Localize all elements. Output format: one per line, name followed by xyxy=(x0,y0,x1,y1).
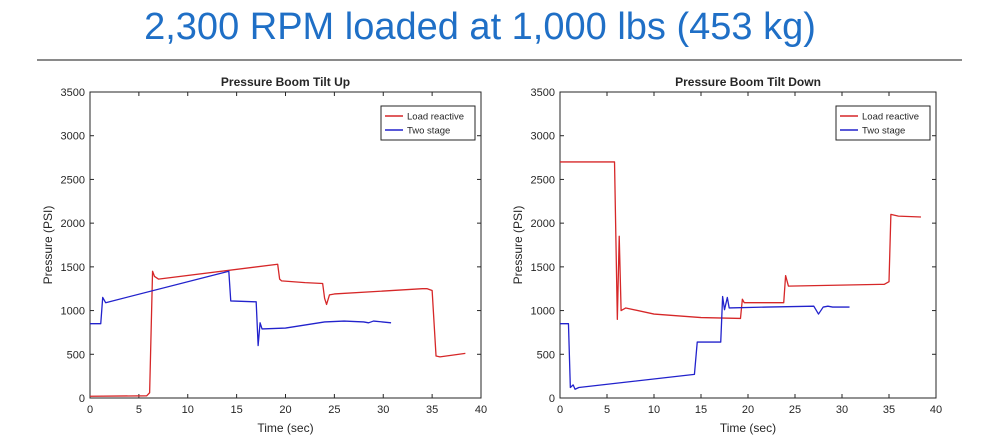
legend-box xyxy=(835,105,931,141)
y-tick-label: 3500 xyxy=(531,87,555,99)
x-axis-label: Time (sec) xyxy=(720,421,776,435)
y-tick-label: 3000 xyxy=(61,131,85,143)
series-line-load-reactive xyxy=(90,263,466,397)
y-tick-label: 1500 xyxy=(531,262,555,274)
x-tick-label: 10 xyxy=(648,404,660,416)
x-tick-label: 25 xyxy=(328,404,340,416)
y-tick-label: 0 xyxy=(79,393,85,405)
x-axis-label: Time (sec) xyxy=(257,421,313,435)
y-tick-label: 0 xyxy=(549,393,555,405)
x-tick-label: 40 xyxy=(475,404,487,416)
y-tick-label: 2500 xyxy=(531,174,555,186)
headline-divider xyxy=(37,59,962,61)
x-tick-label: 5 xyxy=(136,404,142,416)
x-tick-label: 30 xyxy=(377,404,389,416)
chart-title: Pressure Boom Tilt Down xyxy=(675,75,821,89)
legend-box xyxy=(380,105,476,141)
y-tick-label: 1000 xyxy=(531,306,555,318)
x-tick-label: 30 xyxy=(836,404,848,416)
legend-label: Two stage xyxy=(862,126,905,137)
x-tick-label: 20 xyxy=(279,404,291,416)
chart-2: 0 5 10 15 20 25 30 35 40 0 500 1000 1500 2000 2500 3000… xyxy=(511,75,942,435)
y-tick-label: 1500 xyxy=(61,262,85,274)
legend: Load reactive Two stage xyxy=(835,105,931,141)
series-line-load-reactive xyxy=(560,161,921,320)
series-line-two-stage xyxy=(90,270,392,347)
x-tick-label: 35 xyxy=(426,404,438,416)
series-line-two-stage xyxy=(560,295,850,390)
y-axis-label: Pressure (PSI) xyxy=(511,206,525,285)
legend-label: Load reactive xyxy=(862,112,919,123)
x-tick-label: 40 xyxy=(930,404,942,416)
legend-label: Two stage xyxy=(407,126,450,137)
y-axis-label: Pressure (PSI) xyxy=(41,206,55,285)
chart-1: 0 5 10 15 20 25 30 35 40 0 500 1000 1500 2000 2500 3000… xyxy=(41,75,487,435)
x-tick-label: 10 xyxy=(182,404,194,416)
x-tick-label: 20 xyxy=(742,404,754,416)
chart-title: Pressure Boom Tilt Up xyxy=(221,75,350,89)
y-tick-label: 2500 xyxy=(61,174,85,186)
y-tick-label: 3500 xyxy=(61,87,85,99)
y-tick-label: 500 xyxy=(537,349,555,361)
legend: Load reactive Two stage xyxy=(380,105,476,141)
x-tick-label: 15 xyxy=(231,404,243,416)
legend-label: Load reactive xyxy=(407,112,464,123)
x-tick-label: 25 xyxy=(789,404,801,416)
y-tick-label: 2000 xyxy=(531,218,555,230)
x-tick-label: 35 xyxy=(883,404,895,416)
plot-area xyxy=(559,91,937,399)
slide-headline: 2,300 RPM loaded at 1,000 lbs (453 kg) xyxy=(144,6,816,48)
plot-area xyxy=(89,91,482,399)
x-tick-label: 5 xyxy=(604,404,610,416)
y-tick-label: 1000 xyxy=(61,306,85,318)
y-tick-label: 2000 xyxy=(61,218,85,230)
y-tick-label: 500 xyxy=(67,349,85,361)
x-tick-label: 0 xyxy=(557,404,563,416)
y-tick-label: 3000 xyxy=(531,131,555,143)
x-tick-label: 15 xyxy=(695,404,707,416)
x-tick-label: 0 xyxy=(87,404,93,416)
